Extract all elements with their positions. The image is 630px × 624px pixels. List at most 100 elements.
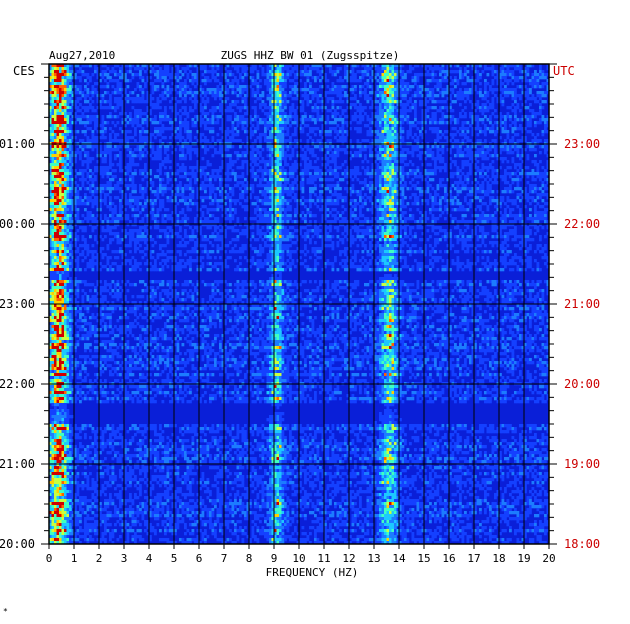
heatmap-cell (381, 94, 385, 98)
heatmap-cell (381, 145, 385, 149)
heatmap-cell (246, 112, 250, 116)
heatmap-cell (151, 181, 155, 185)
heatmap-cell (189, 133, 192, 137)
heatmap-cell (401, 172, 405, 176)
heatmap-cell (211, 73, 215, 77)
heatmap-cell (439, 109, 442, 113)
heatmap-cell (486, 82, 490, 86)
heatmap-cell (386, 151, 390, 155)
heatmap-cell (386, 64, 390, 68)
heatmap-cell (299, 184, 302, 188)
heatmap-cell (274, 145, 277, 149)
heatmap-cell (514, 121, 517, 125)
heatmap-cell (99, 130, 102, 134)
heatmap-cell (451, 136, 455, 140)
heatmap-cell (49, 190, 52, 194)
heatmap-cell (121, 178, 125, 182)
heatmap-cell (456, 118, 460, 122)
heatmap-cell (281, 70, 285, 74)
heatmap-cell (281, 184, 285, 188)
heatmap-cell (416, 64, 420, 68)
heatmap-cell (506, 67, 510, 71)
heatmap-cell (499, 166, 502, 170)
heatmap-cell (356, 109, 360, 113)
heatmap-cell (379, 106, 382, 110)
heatmap-cell (384, 166, 387, 170)
heatmap-cell (364, 82, 367, 86)
heatmap-cell (534, 184, 537, 188)
heatmap-cell (409, 124, 412, 128)
heatmap-cell (499, 175, 502, 179)
heatmap-cell (289, 79, 292, 83)
heatmap-cell (531, 94, 535, 98)
heatmap-cell (61, 133, 65, 137)
heatmap-cell (91, 181, 95, 185)
heatmap-cell (244, 151, 247, 155)
heatmap-cell (354, 79, 357, 83)
heatmap-cell (459, 178, 462, 182)
heatmap-cell (504, 172, 507, 176)
heatmap-cell (271, 82, 275, 86)
heatmap-cell (76, 148, 80, 152)
heatmap-cell (406, 187, 410, 191)
heatmap-cell (124, 118, 127, 122)
heatmap-cell (536, 76, 540, 80)
heatmap-cell (389, 151, 392, 155)
heatmap-cell (471, 145, 475, 149)
heatmap-cell (381, 130, 385, 134)
heatmap-cell (241, 88, 245, 92)
heatmap-cell (279, 184, 282, 188)
heatmap-cell (76, 76, 80, 80)
heatmap-cell (531, 97, 535, 101)
heatmap-cell (276, 148, 280, 152)
heatmap-cell (299, 187, 302, 191)
heatmap-cell (116, 79, 120, 83)
heatmap-cell (471, 118, 475, 122)
heatmap-cell (251, 145, 255, 149)
heatmap-cell (166, 67, 170, 71)
heatmap-cell (314, 145, 317, 149)
heatmap-cell (169, 127, 172, 131)
heatmap-cell (509, 148, 512, 152)
heatmap-cell (199, 187, 202, 191)
heatmap-cell (189, 145, 192, 149)
heatmap-cell (271, 172, 275, 176)
heatmap-cell (94, 178, 97, 182)
heatmap-cell (516, 85, 520, 89)
heatmap-cell (269, 172, 272, 176)
heatmap-cell (319, 106, 322, 110)
heatmap-cell (281, 121, 285, 125)
heatmap-cell (126, 79, 130, 83)
heatmap-cell (174, 148, 177, 152)
heatmap-cell (224, 67, 227, 71)
heatmap-cell (96, 169, 100, 173)
heatmap-cell (221, 166, 225, 170)
heatmap-cell (476, 151, 480, 155)
heatmap-cell (201, 91, 205, 95)
heatmap-cell (356, 64, 360, 68)
heatmap-cell (146, 106, 150, 110)
heatmap-cell (284, 157, 287, 161)
heatmap-cell (429, 163, 432, 167)
heatmap-cell (396, 121, 400, 125)
heatmap-cell (144, 82, 147, 86)
heatmap-cell (111, 175, 115, 179)
heatmap-cell (199, 64, 202, 68)
heatmap-cell (209, 163, 212, 167)
heatmap-cell (211, 64, 215, 68)
heatmap-cell (246, 94, 250, 98)
heatmap-cell (66, 154, 70, 158)
heatmap-cell (164, 97, 167, 101)
heatmap-cell (401, 85, 405, 89)
heatmap-cell (231, 172, 235, 176)
heatmap-cell (464, 163, 467, 167)
heatmap-cell (209, 181, 212, 185)
heatmap-cell (279, 163, 282, 167)
heatmap-cell (276, 112, 280, 116)
heatmap-cell (364, 94, 367, 98)
heatmap-cell (364, 139, 367, 143)
heatmap-cell (464, 82, 467, 86)
heatmap-cell (131, 160, 135, 164)
heatmap-cell (74, 169, 77, 173)
heatmap-cell (186, 136, 190, 140)
